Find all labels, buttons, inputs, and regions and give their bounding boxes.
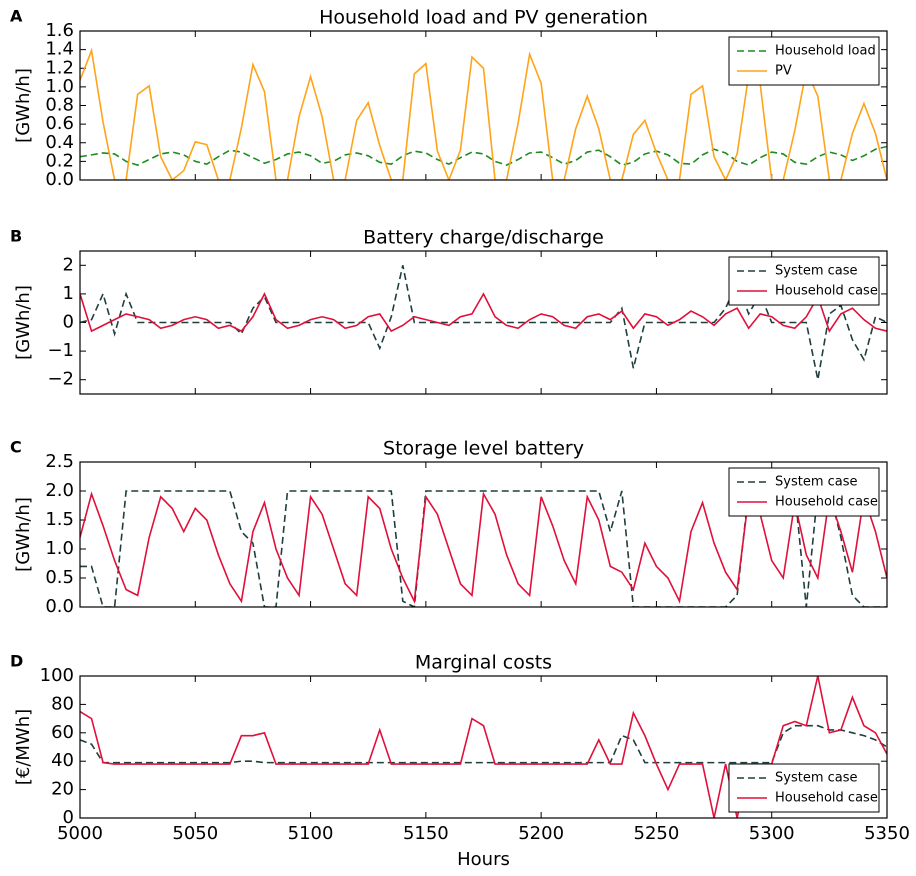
y-axis-label: [GWh/h]: [13, 68, 34, 143]
y-tick-label: 1.4: [45, 39, 74, 60]
chart-title: Storage level battery: [383, 438, 584, 460]
series-line: [80, 145, 887, 166]
panel-letter: C: [10, 438, 22, 457]
y-tick-label: 0: [63, 312, 74, 333]
legend-box: [728, 763, 880, 813]
series-line: [80, 724, 887, 764]
legend-label: System case: [775, 475, 858, 490]
y-tick-label: 20: [51, 779, 74, 800]
y-tick-label: 2.0: [45, 480, 74, 501]
x-axis-label: Hours: [457, 849, 510, 870]
legend-label: Household case: [775, 284, 878, 299]
legend-box: [728, 467, 880, 517]
series-line: [80, 292, 887, 333]
y-tick-label: 0: [63, 807, 74, 828]
legend-label: Household case: [775, 495, 878, 510]
y-tick-label: 2: [63, 254, 74, 275]
y-tick-label: 1.0: [45, 76, 74, 97]
x-tick-label: 5350: [864, 823, 910, 844]
legend-label: System case: [775, 771, 858, 786]
series-line: [80, 490, 887, 607]
y-tick-label: 0.5: [45, 567, 74, 588]
y-tick-label: 0.4: [45, 132, 74, 153]
y-tick-label: 40: [51, 750, 74, 771]
y-tick-label: 1: [63, 283, 74, 304]
y-tick-label: 60: [51, 722, 74, 743]
y-tick-label: 80: [51, 693, 74, 714]
panel-letter: A: [10, 7, 23, 26]
chart-title: Household load and PV generation: [319, 7, 648, 29]
x-tick-label: 5050: [172, 823, 218, 844]
legend-label: Household case: [775, 791, 878, 806]
y-tick-label: 0.0: [45, 169, 74, 190]
legend-label: Household load: [775, 44, 876, 59]
plot-frame: [79, 461, 888, 608]
x-tick-label: 5300: [749, 823, 795, 844]
series-line: [80, 265, 887, 380]
y-axis-label: [GWh/h]: [13, 285, 34, 360]
legend-box: [728, 36, 880, 86]
y-tick-label: −2: [47, 369, 74, 390]
legend-label: PV: [775, 64, 792, 79]
plot-frame: [79, 675, 888, 819]
y-tick-label: −1: [47, 340, 74, 361]
y-tick-label: 0.6: [45, 113, 74, 134]
chart-title: Battery charge/discharge: [363, 227, 604, 249]
y-tick-label: 0.0: [45, 596, 74, 617]
x-tick-label: 5200: [518, 823, 564, 844]
panel-letter: D: [10, 652, 23, 671]
x-tick-label: 5250: [634, 823, 680, 844]
legend-label: System case: [775, 264, 858, 279]
y-axis-label: [GWh/h]: [13, 497, 34, 572]
y-tick-label: 100: [40, 665, 74, 686]
x-tick-label: 5150: [403, 823, 449, 844]
chart-title: Marginal costs: [415, 652, 552, 674]
plot-frame: [79, 250, 888, 395]
y-tick-label: 0.8: [45, 95, 74, 116]
y-axis-label: [€/MWh]: [13, 709, 34, 785]
y-tick-label: 1.0: [45, 538, 74, 559]
y-tick-label: 1.5: [45, 509, 74, 530]
y-tick-label: 1.2: [45, 57, 74, 78]
legend-box: [728, 256, 880, 306]
panel-letter: B: [10, 227, 22, 246]
x-tick-label: 5100: [288, 823, 334, 844]
y-tick-label: 1.6: [45, 20, 74, 41]
x-tick-label: 5000: [57, 823, 103, 844]
y-tick-label: 0.2: [45, 150, 74, 171]
y-tick-label: 2.5: [45, 451, 74, 472]
plot-frame: [79, 30, 888, 181]
